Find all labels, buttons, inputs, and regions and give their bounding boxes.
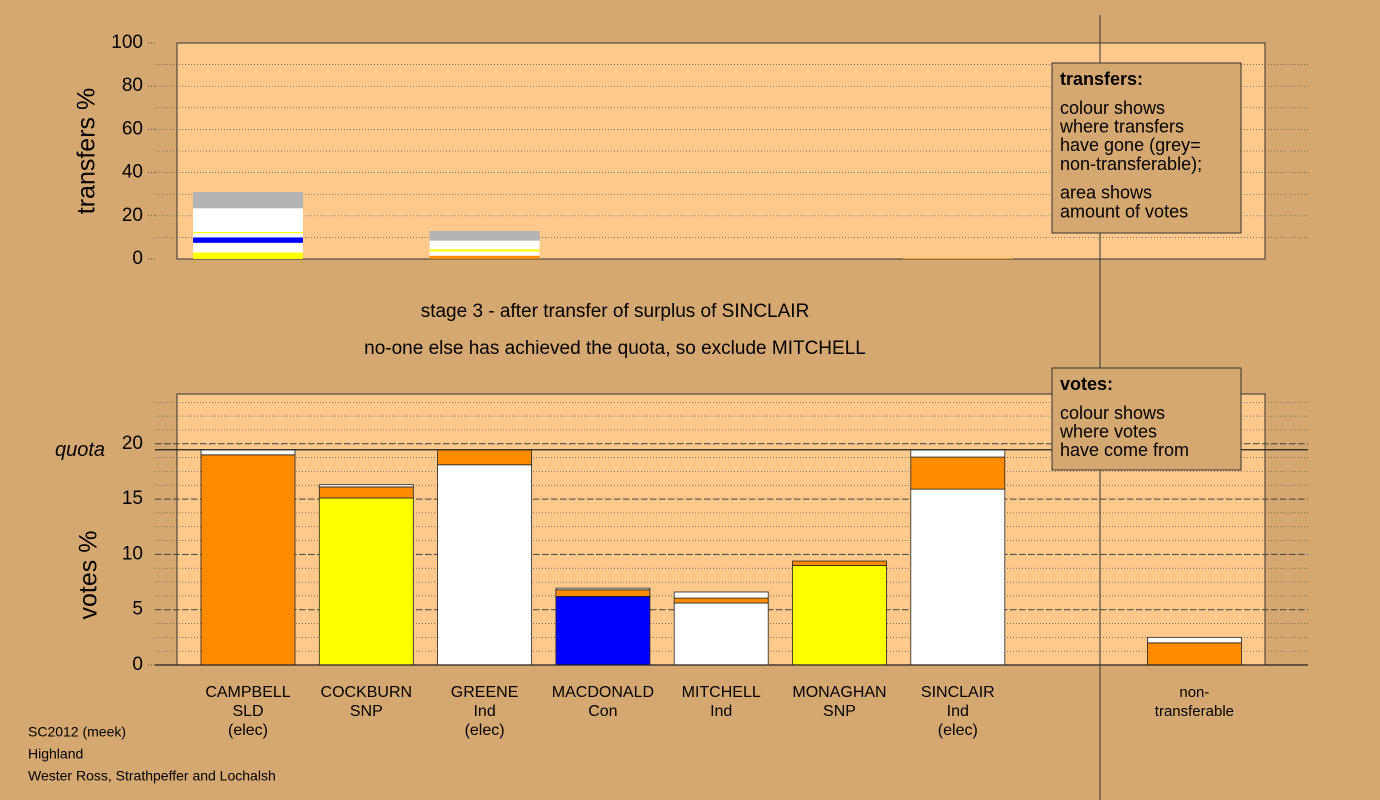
legend-text: where votes [1059, 421, 1157, 441]
footer-text: SC2012 (meek) [28, 724, 126, 740]
x-tick-label: (elec) [228, 722, 268, 739]
bar-segment [193, 242, 303, 253]
bar-segment [437, 449, 533, 466]
legend-text: area shows [1060, 183, 1152, 203]
x-tick-label: MITCHELL [682, 684, 761, 701]
x-tick-label: transferable [1155, 703, 1234, 720]
x-tick-label: Con [588, 703, 617, 720]
legend-text: colour shows [1060, 98, 1165, 118]
y-axis-label: votes % [75, 531, 103, 620]
y-tick-label: 0 [132, 248, 143, 269]
x-tick-label: Ind [473, 703, 495, 720]
y-tick-label: 20 [122, 433, 143, 454]
bar-segment [910, 488, 1006, 666]
y-axis-label: transfers % [73, 88, 101, 214]
bar-segment [673, 591, 769, 599]
legend-title: votes: [1060, 374, 1113, 394]
bar-segment [193, 192, 303, 209]
legend-text: amount of votes [1060, 201, 1188, 221]
bar-segment [429, 251, 540, 256]
legend-text: where transfers [1059, 116, 1184, 136]
legend-box [1051, 367, 1242, 471]
bar-segment [429, 240, 540, 250]
x-tick-label: SNP [350, 703, 383, 720]
caption: no-one else has achieved the quota, so e… [364, 338, 866, 359]
bar-segment [792, 560, 887, 566]
x-tick-label: non- [1179, 684, 1209, 701]
y-tick-label: 60 [122, 118, 143, 139]
y-tick-label: 80 [122, 75, 143, 96]
footer-text: Wester Ross, Strathpeffer and Lochalsh [28, 768, 276, 784]
bar-segment [193, 252, 303, 259]
footer-text: Highland [28, 746, 83, 762]
bar-segment [200, 449, 296, 456]
x-tick-label: SLD [232, 703, 263, 720]
caption: stage 3 - after transfer of surplus of S… [421, 301, 810, 322]
bar-segment [1147, 636, 1242, 644]
x-tick-label: SNP [823, 703, 856, 720]
bar-segment [193, 232, 303, 234]
bar-segment [193, 233, 303, 238]
x-tick-label: SINCLAIR [921, 684, 995, 701]
bar-segment [429, 230, 540, 241]
bar-segment [193, 237, 303, 243]
legend-text: have come from [1060, 440, 1189, 460]
bar-segment [437, 464, 533, 666]
legend-text: have gone (grey= [1060, 135, 1201, 155]
bar-segment [555, 596, 651, 666]
bar-segment [555, 587, 651, 591]
y-tick-label: 20 [122, 205, 143, 226]
bar-segment [902, 258, 1013, 259]
bar-segment [318, 497, 414, 666]
bar-segment [429, 255, 540, 259]
bar-segment [673, 597, 769, 604]
legend-text: colour shows [1060, 403, 1165, 423]
bar-segment [673, 602, 769, 666]
bar-segment [193, 208, 303, 232]
bar-segment [792, 565, 887, 666]
bar-segment [429, 249, 540, 252]
legend-text: non-transferable); [1060, 154, 1202, 174]
x-tick-label: COCKBURN [321, 684, 413, 701]
bar-segment [910, 449, 1006, 458]
legend-box [1051, 62, 1242, 234]
bar-segment [1147, 642, 1242, 666]
x-tick-label: MONAGHAN [792, 684, 886, 701]
x-tick-label: (elec) [938, 722, 978, 739]
x-tick-label: CAMPBELL [205, 684, 290, 701]
x-tick-label: (elec) [465, 722, 505, 739]
y-tick-label: 10 [122, 543, 143, 564]
x-tick-label: Ind [710, 703, 732, 720]
bar-segment [910, 456, 1006, 490]
y-tick-label: 40 [122, 162, 143, 183]
bar-segment [555, 589, 651, 597]
quota-label: quota [55, 439, 105, 461]
x-tick-label: MACDONALD [552, 684, 654, 701]
y-tick-label: 100 [111, 32, 143, 53]
legend-title: transfers: [1060, 69, 1143, 89]
y-tick-label: 5 [132, 599, 143, 620]
bar-segment [318, 484, 414, 488]
y-tick-label: 15 [122, 488, 143, 509]
y-tick-label: 0 [132, 654, 143, 675]
x-tick-label: GREENE [451, 684, 519, 701]
bar-segment [318, 486, 414, 499]
x-tick-label: Ind [947, 703, 969, 720]
bar-segment [200, 454, 296, 666]
